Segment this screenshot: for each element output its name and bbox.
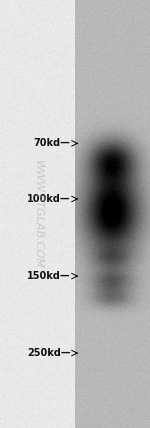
- Text: 70kd—: 70kd—: [34, 138, 70, 149]
- Text: 150kd—: 150kd—: [27, 271, 70, 281]
- Text: WWW.PTGLAB.COM: WWW.PTGLAB.COM: [33, 160, 42, 268]
- Text: 100kd—: 100kd—: [27, 194, 70, 204]
- Text: 250kd—: 250kd—: [27, 348, 70, 358]
